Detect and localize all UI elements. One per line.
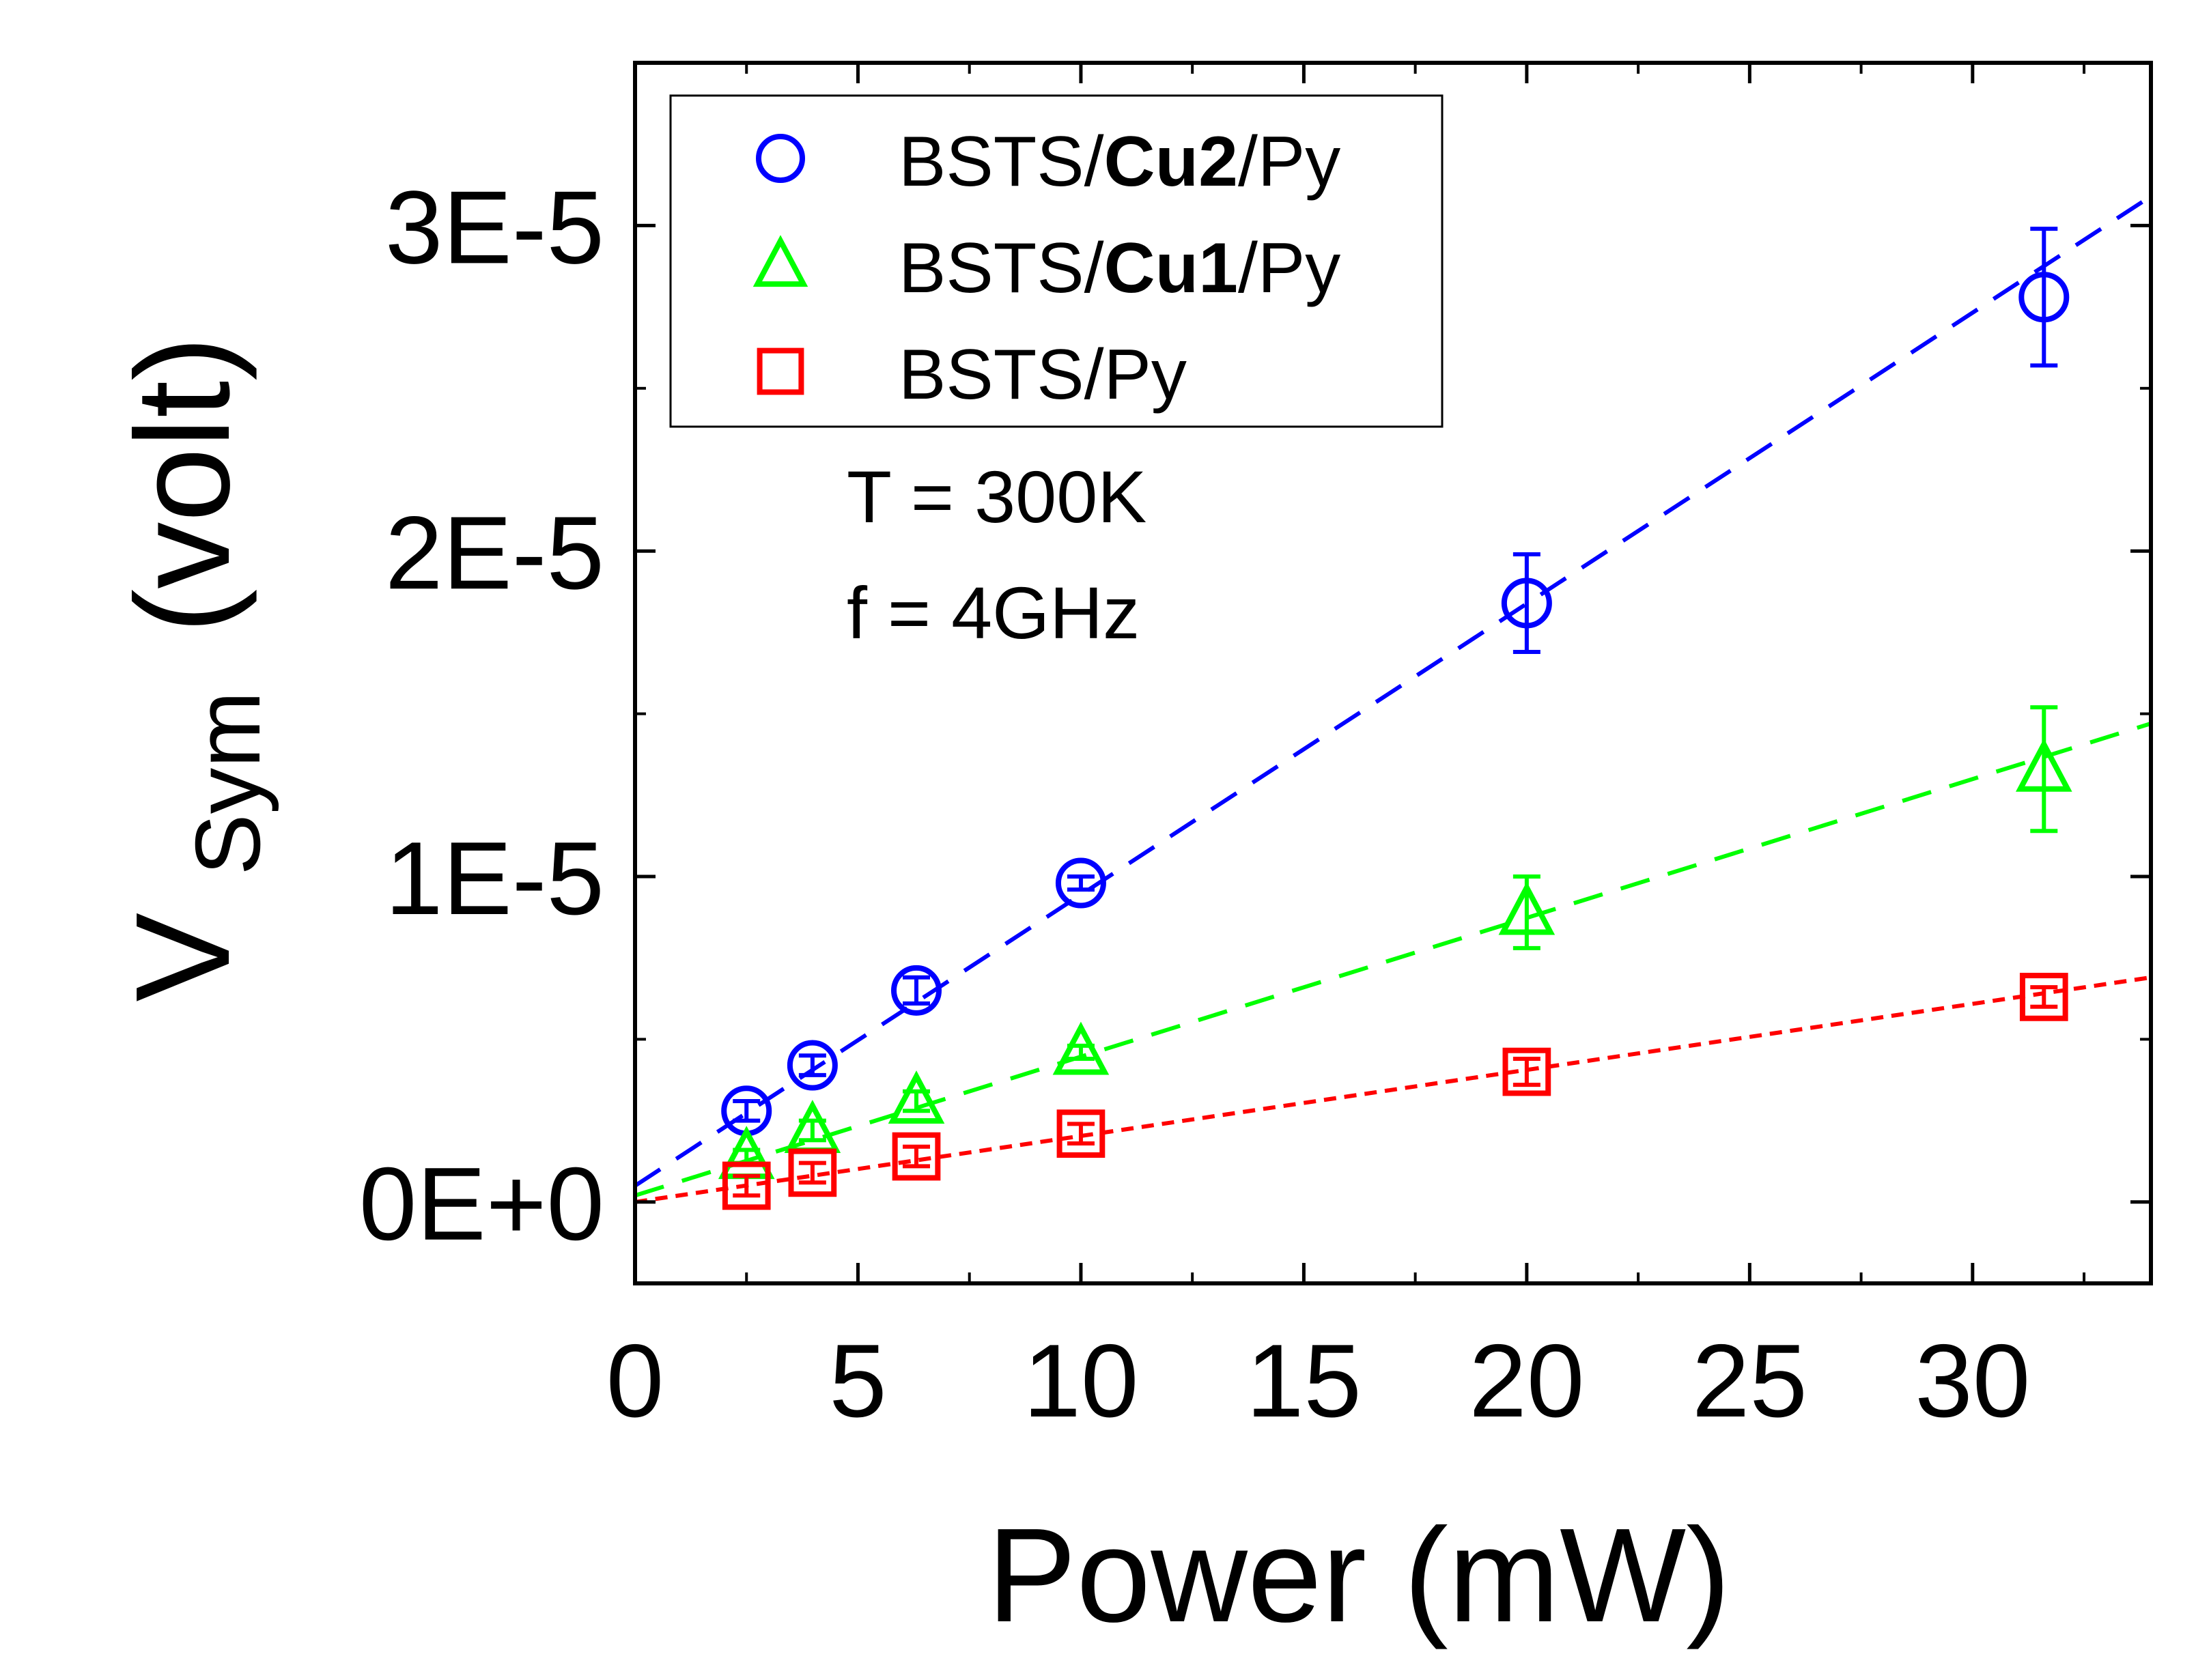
tick-labels: 0 5 10 15 20 25 30 0E+0 1E-5 2E-5 3E-5 xyxy=(359,169,2031,1439)
legend-label-cu1: BSTS/Cu1/Py xyxy=(899,229,1340,308)
annotation-frequency: f = 4GHz xyxy=(847,571,1140,654)
legend-label-cu2-pre: BSTS/ xyxy=(899,122,1104,201)
y-tick-label: 2E-5 xyxy=(385,495,604,611)
x-tick-label: 15 xyxy=(1246,1323,1362,1439)
data-point-circle xyxy=(1055,857,1106,909)
y-tick-label: 1E-5 xyxy=(385,821,604,937)
annotation-temperature: T = 300K xyxy=(847,455,1146,538)
data-point-square xyxy=(2019,973,2068,1021)
data-point-triangle xyxy=(2015,738,2072,792)
legend: BSTS/Cu2/Py BSTS/Cu1/Py BSTS/Py xyxy=(669,94,1444,428)
data-point-circle xyxy=(891,965,942,1016)
fit-lines xyxy=(634,194,2152,1204)
y-axis-title: V Sym (volt) xyxy=(108,336,288,1001)
legend-label-py: BSTS/Py xyxy=(899,335,1187,414)
data-point-square xyxy=(788,1148,837,1197)
x-tick-label: 30 xyxy=(1915,1323,2030,1439)
x-tick-label: 0 xyxy=(606,1323,664,1439)
y-axis-title-rest: (volt) xyxy=(108,336,257,633)
data-point-square xyxy=(722,1161,771,1210)
data-series xyxy=(718,227,2072,1210)
legend-label-cu1-bold: Cu1 xyxy=(1104,229,1238,308)
y-axis-title-subscript: Sym xyxy=(176,691,279,875)
legend-label-py-text: BSTS/Py xyxy=(899,335,1187,414)
x-tick-label: 10 xyxy=(1023,1323,1138,1439)
legend-label-cu2-bold: Cu2 xyxy=(1104,122,1238,201)
y-axis-title-main: V xyxy=(108,913,257,1002)
data-point-square xyxy=(892,1132,941,1181)
fit-line-1 xyxy=(634,722,2152,1198)
data-point-triangle xyxy=(1498,881,1556,935)
legend-label-cu2: BSTS/Cu2/Py xyxy=(899,122,1340,201)
x-tick-label: 25 xyxy=(1692,1323,1807,1439)
data-point-circle xyxy=(2018,272,2070,323)
data-point-triangle xyxy=(1052,1021,1110,1075)
legend-symbols xyxy=(752,134,808,395)
fit-line-2 xyxy=(634,975,2152,1204)
legend-marker-square xyxy=(757,347,804,395)
fit-line-0 xyxy=(634,194,2152,1188)
y-tick-label: 3E-5 xyxy=(385,169,604,285)
data-point-triangle xyxy=(888,1070,945,1124)
legend-label-cu2-post: /Py xyxy=(1238,122,1340,201)
series-2 xyxy=(722,973,2068,1210)
x-tick-label: 20 xyxy=(1469,1323,1584,1439)
data-point-square xyxy=(1502,1047,1551,1096)
series-0 xyxy=(721,227,2070,1137)
y-tick-label: 0E+0 xyxy=(359,1146,604,1262)
legend-marker-triangle xyxy=(752,235,808,287)
axis-ticks xyxy=(633,63,2151,1283)
x-tick-label: 5 xyxy=(829,1323,887,1439)
data-point-circle xyxy=(787,1040,838,1091)
x-axis-title: Power (mW) xyxy=(987,1500,1731,1650)
data-point-circle xyxy=(1501,578,1552,629)
legend-marker-circle xyxy=(756,134,805,183)
legend-label-cu1-pre: BSTS/ xyxy=(899,229,1104,308)
legend-label-cu1-post: /Py xyxy=(1238,229,1340,308)
data-point-square xyxy=(1056,1109,1106,1158)
plot-frame xyxy=(633,61,2153,1285)
